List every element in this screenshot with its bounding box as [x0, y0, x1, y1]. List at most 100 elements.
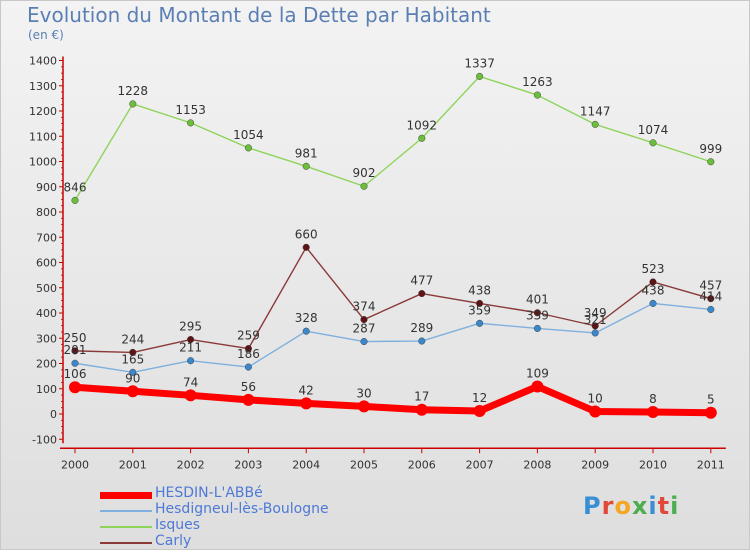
data-label: 201: [64, 343, 87, 357]
y-tick-label: 1300: [29, 80, 57, 93]
data-label: 74: [183, 375, 198, 389]
data-label: 250: [64, 331, 87, 345]
data-point: [473, 404, 486, 417]
data-label: 477: [410, 274, 433, 288]
y-tick-label: 1200: [29, 105, 57, 118]
data-point: [184, 389, 197, 402]
data-point: [302, 243, 310, 251]
data-label: 186: [237, 347, 260, 361]
data-label: 1228: [118, 84, 149, 98]
legend-label: Hesdigneul-lès-Boulogne: [155, 501, 329, 517]
data-point: [71, 196, 79, 204]
data-point: [415, 403, 428, 416]
data-label: 211: [179, 341, 202, 355]
data-label: 289: [410, 321, 433, 335]
data-point: [129, 368, 137, 376]
data-point: [591, 322, 599, 330]
logo-letter: x: [631, 492, 649, 520]
data-point: [187, 357, 195, 365]
data-label: 30: [356, 386, 371, 400]
y-tick-label: 200: [36, 358, 57, 371]
data-label: 321: [584, 313, 607, 327]
series-line: [74, 75, 712, 201]
data-label: 457: [699, 279, 722, 293]
data-point: [707, 305, 715, 314]
x-tick-label: 2008: [523, 458, 551, 471]
data-point: [591, 329, 599, 337]
y-tick-label: 800: [36, 206, 57, 219]
y-tick-label: 500: [36, 282, 57, 295]
y-tick-label: 0: [50, 408, 57, 421]
x-tick-label: 2011: [697, 458, 725, 471]
legend-item: Hesdigneul-lès-Boulogne: [100, 501, 360, 520]
data-label: 846: [64, 180, 87, 194]
data-label: 295: [179, 320, 202, 334]
logo-letter: r: [601, 492, 615, 520]
data-point: [360, 337, 368, 346]
data-point: [476, 299, 484, 307]
data-label: 1147: [580, 104, 611, 118]
x-tick-label: 2004: [292, 458, 320, 471]
y-tick-label: 300: [36, 332, 57, 345]
logo-letter: t: [657, 492, 671, 520]
data-label: 259: [237, 329, 260, 343]
data-label: 981: [295, 146, 318, 160]
data-point: [707, 158, 715, 166]
data-label: 42: [299, 383, 314, 397]
data-point: [476, 72, 484, 80]
data-point: [244, 363, 252, 371]
data-label: 999: [699, 142, 722, 156]
data-label: 660: [295, 227, 318, 241]
data-label: 287: [353, 322, 376, 336]
data-point: [531, 380, 544, 393]
data-label: 106: [64, 367, 87, 381]
x-tick-label: 2010: [639, 458, 667, 471]
data-point: [647, 405, 659, 418]
data-point: [69, 381, 81, 394]
data-label: 56: [241, 380, 256, 394]
data-label: 1074: [638, 123, 669, 137]
data-label: 17: [414, 390, 429, 404]
data-label: 1263: [522, 75, 553, 89]
data-label: 1153: [175, 103, 206, 117]
series-line: [74, 382, 711, 417]
data-point: [242, 393, 255, 406]
data-label: 349: [584, 306, 607, 320]
legend-label: HESDIN-L'ABBé: [155, 485, 263, 501]
logo-letter: i: [670, 492, 680, 520]
data-point: [591, 120, 599, 128]
legend-swatch: [100, 510, 152, 512]
data-point: [302, 327, 310, 335]
legend-item: Isques: [100, 517, 360, 536]
data-label: 339: [526, 308, 549, 322]
data-point: [129, 100, 137, 108]
data-label: 109: [526, 366, 549, 380]
data-label: 244: [121, 332, 144, 346]
legend-item: HESDIN-L'ABBé: [100, 485, 360, 504]
y-tick-label: 1000: [29, 156, 57, 169]
logo-letter: i: [648, 492, 658, 520]
data-point: [129, 348, 137, 356]
data-label: 5: [707, 393, 715, 407]
legend-item: Carly: [100, 533, 360, 552]
data-label: 523: [642, 262, 665, 276]
data-label: 414: [699, 289, 722, 303]
y-tick-label: 1400: [29, 55, 57, 68]
data-point: [187, 335, 195, 344]
logo-letter: P: [583, 492, 602, 520]
legend-label: Isques: [155, 517, 201, 533]
x-tick-label: 2006: [408, 458, 436, 471]
legend-swatch: [100, 491, 152, 499]
legend-swatch: [100, 542, 152, 544]
x-tick-label: 2007: [466, 458, 494, 471]
data-point: [360, 182, 368, 190]
data-point: [418, 134, 426, 142]
data-point: [533, 91, 541, 99]
data-point: [360, 316, 368, 324]
legend-label: Carly: [155, 533, 192, 549]
data-label: 401: [526, 293, 549, 307]
data-point: [187, 119, 195, 127]
y-tick-label: -100: [32, 433, 57, 446]
data-point: [533, 324, 541, 332]
